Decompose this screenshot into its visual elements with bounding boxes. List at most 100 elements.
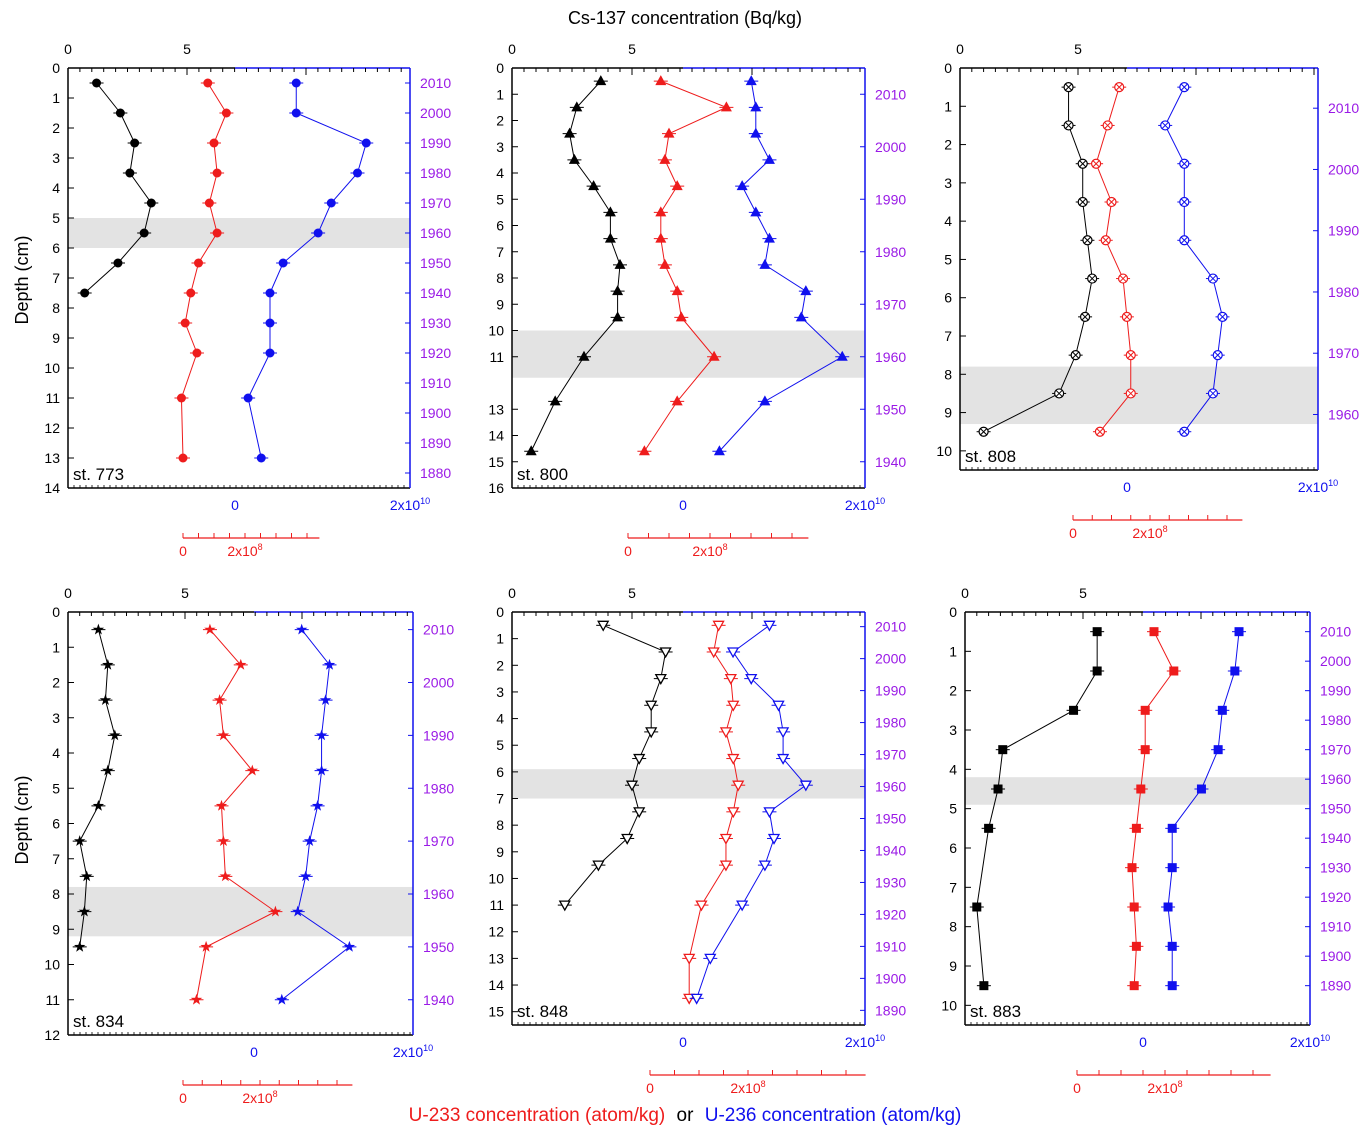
u233-marker [215, 799, 228, 811]
cs-marker [146, 198, 156, 208]
depth-tick-label: 4 [52, 745, 60, 761]
cs-marker [984, 823, 994, 833]
depth-tick-label: 5 [496, 737, 504, 753]
u236-tick-label-zero: 0 [250, 1044, 258, 1060]
u233-marker [707, 647, 720, 659]
depth-tick-label: 0 [496, 60, 504, 76]
u233-marker [671, 180, 683, 191]
station-label: st. 773 [73, 465, 124, 484]
depth-tick-label: 0 [52, 60, 60, 76]
u236-tick-label-zero: 0 [231, 497, 239, 513]
station-label: st. 883 [970, 1002, 1021, 1021]
u-axis-titles: U-233 concentration (atom/kg) or U-236 c… [0, 1105, 1370, 1127]
station-label: st. 800 [517, 465, 568, 484]
depth-tick-label: 9 [944, 405, 952, 421]
cs-marker-cross [1079, 198, 1087, 206]
year-tick-label: 1910 [420, 375, 451, 391]
u233-marker-cross [1102, 236, 1110, 244]
depth-tick-label: 8 [52, 886, 60, 902]
panel-st773: 0 501234567891011121314201020001990198019… [44, 41, 451, 559]
u233-marker [1127, 863, 1137, 873]
u236-marker [265, 348, 275, 358]
depth-tick-label: 6 [496, 218, 504, 234]
depth-tick-label: 9 [52, 921, 60, 937]
year-tick-label: 1990 [1328, 223, 1359, 239]
u233-marker [192, 348, 202, 358]
year-tick-label: 1990 [875, 191, 906, 207]
cs-marker [972, 902, 982, 912]
year-tick-label: 1980 [1328, 284, 1359, 300]
u233-marker [1129, 981, 1139, 991]
u236-marker-cross [1161, 122, 1169, 129]
shaded-band [68, 886, 413, 937]
cs-marker [525, 445, 537, 456]
u233-marker [1140, 705, 1150, 715]
cs-marker [614, 258, 626, 269]
u233-tick-label-mid: 2x108 [692, 542, 727, 559]
panel-st800: 0 5 0 1 2 3 4 5 6 7 8 9 10 11 13 14 15 16 2010 2000 1990 1980… [488, 41, 906, 559]
u236-marker [690, 993, 703, 1005]
panel-st883: 0 5 0 1 2 3 4 5 6 7 8 9 10 2010 2000 1990 1980 1970 1960 19… [941, 585, 1351, 1096]
station-label: st. 834 [73, 1012, 124, 1031]
u233-line [1131, 631, 1175, 986]
u236-marker [767, 833, 781, 845]
u233-marker [246, 764, 258, 776]
year-tick-label: 1990 [875, 683, 906, 699]
cs-tick-label: 5 [1074, 41, 1082, 57]
cs-tick-label: 5 [181, 585, 189, 601]
u236-marker [1163, 902, 1173, 912]
u233-marker-cross [1096, 428, 1104, 436]
u233-tick-exponent: 8 [1178, 1079, 1183, 1089]
u236-marker [265, 288, 275, 298]
cs-marker [998, 745, 1008, 755]
depth-tick-label: 7 [496, 244, 504, 260]
u233-tick-label-mid: 2x108 [227, 542, 262, 559]
u236-tick-exponent: 10 [875, 496, 885, 506]
cs-marker [558, 900, 571, 912]
u236-marker [313, 228, 323, 238]
cs-marker [80, 288, 90, 298]
depth-tick-label: 1 [496, 86, 504, 102]
year-tick-label: 1880 [420, 465, 451, 481]
cs-marker [592, 860, 605, 872]
u233-marker [235, 658, 247, 670]
depth-tick-label: 12 [44, 420, 60, 436]
year-tick-label: 1930 [420, 315, 451, 331]
u233-marker [221, 108, 231, 118]
year-tick-label: 1940 [1320, 830, 1351, 846]
u236-marker [772, 700, 785, 712]
cs-marker [621, 833, 634, 845]
depth-tick-label: 11 [45, 390, 60, 406]
u236-line [281, 629, 351, 1001]
u233-marker [1169, 666, 1179, 676]
depth-tick-label: 6 [52, 240, 60, 256]
u233-marker [719, 727, 733, 739]
u236-marker [326, 198, 336, 208]
u233-marker [712, 620, 725, 632]
year-tick-label: 2000 [1320, 653, 1351, 669]
cs-marker [625, 780, 639, 792]
u236-marker [800, 285, 812, 296]
year-tick-label: 1970 [1320, 742, 1351, 758]
year-tick-label: 1960 [1320, 771, 1351, 787]
year-tick-label: 1970 [420, 195, 451, 211]
year-tick-label: 1930 [875, 874, 906, 890]
u233-marker [727, 700, 740, 712]
u236-tick-exponent: 10 [420, 496, 430, 506]
u236-marker [763, 620, 776, 632]
u236-marker [763, 232, 775, 243]
depth-tick-label: 3 [496, 684, 504, 700]
depth-tick-label: 3 [52, 150, 60, 166]
depth-tick-label: 1 [496, 631, 504, 647]
depth-tick-label: 0 [949, 604, 957, 620]
u233-marker [217, 835, 230, 846]
year-tick-label: 1920 [875, 906, 906, 922]
year-tick-label: 1960 [423, 886, 454, 902]
u236-marker [736, 900, 749, 912]
station-label: st. 848 [517, 1002, 568, 1021]
u233-marker-cross [1115, 83, 1123, 91]
depth-tick-label: 3 [949, 722, 957, 738]
u236-marker [1234, 627, 1244, 637]
cs-marker [1069, 705, 1079, 715]
u236-marker [750, 101, 762, 112]
